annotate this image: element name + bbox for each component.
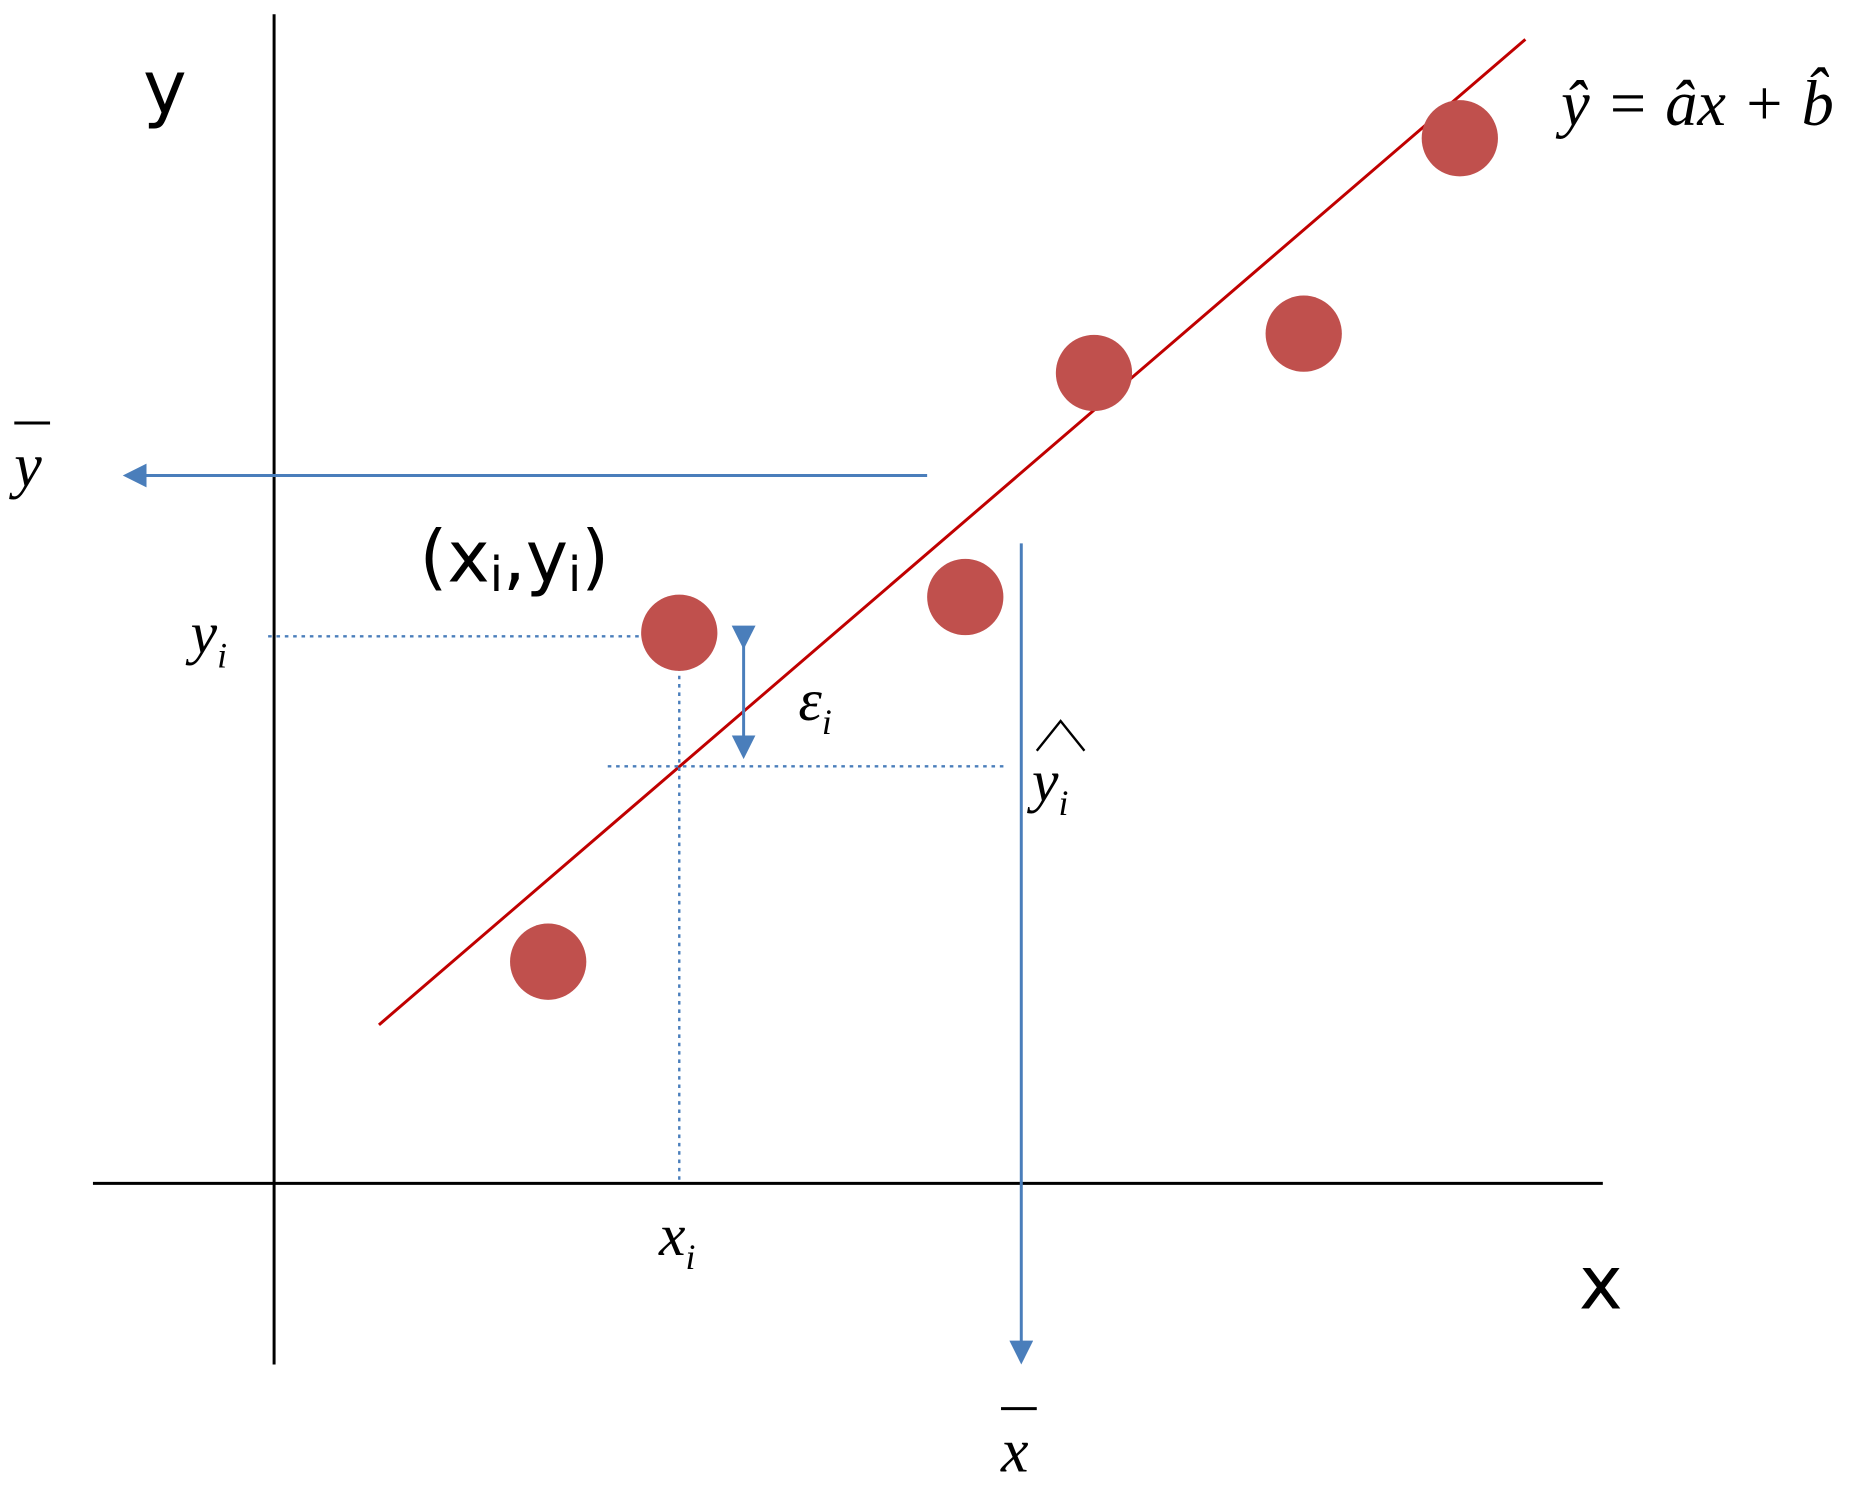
y-bar-label: y [8, 432, 42, 500]
subscript: i [217, 635, 227, 675]
text: , [503, 516, 526, 599]
point [641, 594, 718, 671]
x-axis-label: x [1579, 1240, 1623, 1326]
subscript: i [1058, 783, 1068, 823]
text: x [447, 516, 489, 599]
text: ) [581, 516, 609, 599]
point [510, 923, 587, 1000]
subscript: i [685, 1237, 695, 1277]
y-axis-label: y [143, 45, 187, 131]
text: y [526, 516, 568, 599]
x-i-label: xi [658, 1202, 695, 1277]
point [1055, 334, 1133, 412]
point [1421, 100, 1498, 177]
guides [268, 635, 1007, 1180]
subscript: i [568, 548, 581, 603]
y-i-label: yi [186, 600, 227, 675]
point [927, 558, 1004, 636]
points [510, 100, 1498, 1000]
hat [1035, 719, 1086, 752]
x-bar-label: x [1000, 1418, 1029, 1486]
text: ( [419, 516, 447, 599]
point [1265, 295, 1342, 372]
subscript: i [490, 548, 503, 603]
text: y [1027, 748, 1059, 814]
text: ε [798, 667, 822, 733]
subscript: i [822, 702, 832, 742]
point-label: (xi,yi) [419, 516, 609, 604]
regression-line [377, 38, 1527, 1026]
text: x [658, 1202, 685, 1268]
y-hat-i-label: yi [1027, 748, 1068, 823]
arrows [122, 463, 1034, 1365]
text: y [186, 600, 218, 666]
equation: ŷ = âx + b̂ [1555, 67, 1834, 139]
epsilon-label: εi [798, 667, 831, 742]
